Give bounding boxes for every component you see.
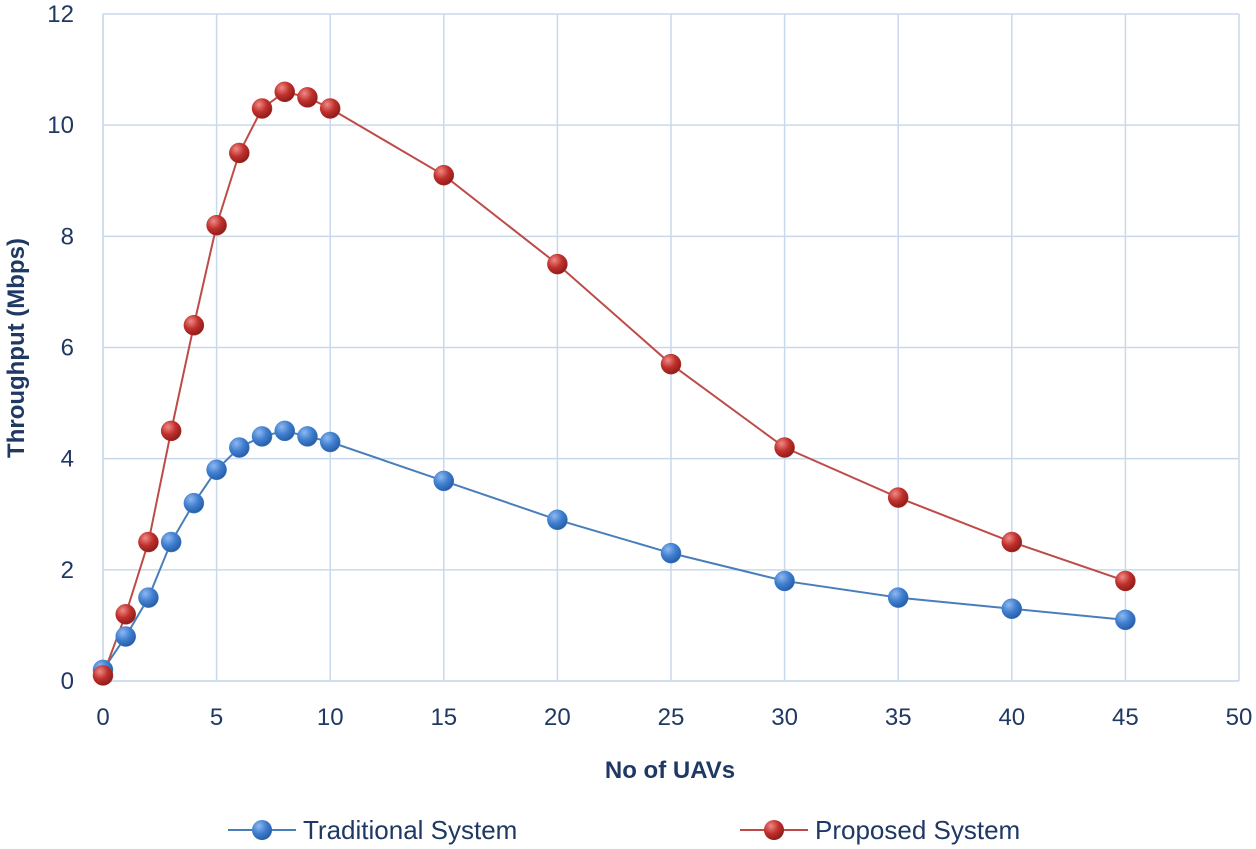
data-point-proposed	[1115, 570, 1136, 592]
x-tick-label: 45	[1112, 704, 1139, 731]
x-tick-label: 30	[771, 704, 798, 731]
data-point-proposed	[774, 437, 795, 458]
data-point-proposed	[206, 214, 227, 236]
series	[92, 81, 1136, 686]
x-tick-label: 40	[998, 704, 1025, 731]
x-tick-label: 35	[885, 704, 912, 731]
y-tick-label: 12	[47, 1, 74, 28]
data-point-proposed	[274, 81, 296, 103]
data-point-traditional	[183, 492, 205, 514]
data-point-traditional	[251, 426, 273, 447]
y-tick-label: 8	[61, 223, 74, 250]
data-point-traditional	[138, 587, 159, 608]
x-tick-label: 10	[317, 704, 344, 731]
x-tick-label: 20	[544, 704, 571, 731]
data-point-proposed	[92, 665, 114, 686]
data-point-proposed	[115, 604, 136, 625]
series-line-traditional	[102, 429, 1126, 671]
data-point-traditional	[160, 531, 182, 553]
legend-item-proposed: Proposed System	[740, 815, 1020, 845]
legend-label-traditional: Traditional System	[303, 815, 517, 845]
y-tick-label: 2	[61, 557, 74, 584]
data-point-proposed	[319, 98, 341, 119]
data-point-proposed	[138, 531, 159, 553]
data-point-traditional	[115, 626, 136, 647]
data-point-traditional	[547, 509, 568, 531]
y-tick-label: 6	[61, 335, 74, 362]
x-tick-label: 25	[658, 704, 685, 731]
y-tick-label: 0	[61, 668, 74, 695]
data-point-proposed	[251, 98, 273, 119]
legend-marker-traditional	[252, 820, 272, 840]
data-point-traditional	[229, 437, 250, 458]
data-point-traditional	[660, 542, 682, 564]
legend-item-traditional: Traditional System	[228, 815, 517, 845]
data-point-traditional	[297, 426, 318, 447]
x-tick-label: 0	[96, 704, 109, 731]
y-tick-label: 4	[61, 446, 74, 473]
data-point-traditional	[319, 431, 341, 453]
x-axis-title: No of UAVs	[605, 757, 735, 784]
data-point-traditional	[887, 587, 909, 608]
data-point-proposed	[1001, 531, 1023, 553]
data-point-traditional	[433, 470, 455, 492]
data-point-proposed	[660, 353, 682, 375]
data-point-proposed	[433, 164, 455, 186]
series-line-proposed	[102, 90, 1126, 676]
data-point-proposed	[160, 420, 182, 442]
x-tick-label: 5	[210, 704, 223, 731]
legend-marker-proposed	[764, 820, 784, 840]
axes: 0 5 10 15 20 25 30 35 40 45 50 0 2 4 6 8 10 12	[47, 1, 1252, 731]
x-tick-label: 15	[430, 704, 457, 731]
x-tick-label: 50	[1226, 704, 1253, 731]
data-point-proposed	[547, 253, 568, 275]
data-point-traditional	[206, 459, 227, 481]
data-point-proposed	[183, 315, 205, 336]
data-point-traditional	[274, 420, 296, 442]
data-point-traditional	[774, 570, 795, 592]
data-point-proposed	[887, 487, 909, 508]
y-tick-label: 10	[47, 112, 74, 139]
grid	[102, 13, 1240, 682]
y-axis-title: Throughput (Mbps)	[3, 238, 30, 458]
legend-label-proposed: Proposed System	[815, 815, 1020, 845]
data-point-traditional	[1115, 609, 1136, 631]
data-point-proposed	[229, 142, 250, 164]
data-point-proposed	[297, 87, 318, 108]
legend: Traditional System Proposed System	[228, 815, 1020, 845]
data-point-traditional	[1001, 598, 1023, 619]
